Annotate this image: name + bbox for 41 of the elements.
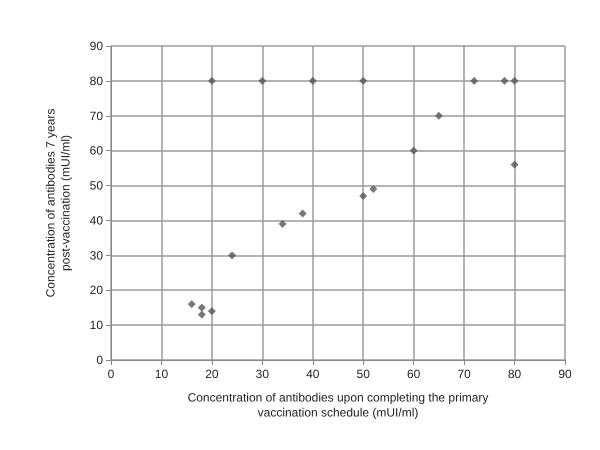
x-tick-label: 90	[558, 367, 572, 381]
point	[500, 76, 508, 85]
x-tick-label: 70	[457, 367, 472, 381]
x-axis-title: Concentration of antibodies upon completing the primary vaccination schedule (mUI/ml)	[188, 390, 488, 420]
point	[198, 310, 206, 319]
point	[359, 192, 368, 200]
point	[278, 220, 287, 228]
point	[298, 209, 307, 218]
x-tick-label: 60	[406, 367, 421, 381]
point	[359, 76, 368, 85]
y-tick-label: 70	[90, 108, 104, 123]
point	[198, 304, 206, 312]
point	[510, 76, 519, 85]
x-tick-label: 80	[508, 367, 522, 381]
point	[208, 76, 216, 85]
y-tick-label: 10	[90, 318, 104, 332]
x-tick-label: 40	[306, 367, 320, 381]
y-tick-label: 90	[90, 39, 104, 53]
x-tick-label: 0	[108, 367, 115, 381]
point	[470, 76, 478, 85]
point	[434, 112, 443, 120]
x-tick-label: 50	[356, 367, 370, 381]
x-tick-label: 20	[205, 367, 219, 381]
point	[510, 160, 519, 169]
point	[308, 76, 317, 85]
y-axis-title: Concentration of antibodies 7 years post-vaccination (mUI/ml)	[44, 108, 72, 298]
y-tick-label: 50	[90, 178, 104, 193]
point	[188, 300, 196, 308]
y-tick-label: 0	[96, 353, 104, 367]
y-tick-label: 30	[90, 248, 104, 262]
point	[228, 251, 236, 260]
point	[258, 76, 266, 85]
point	[208, 307, 216, 316]
x-tick-label: 10	[154, 367, 168, 381]
point	[410, 146, 418, 155]
y-tick-label: 80	[90, 74, 104, 88]
point	[369, 185, 378, 194]
x-tick-label: 30	[256, 367, 270, 381]
y-tick-label: 20	[90, 283, 104, 298]
y-tick-label: 40	[90, 213, 104, 228]
y-tick-label: 60	[90, 144, 104, 158]
